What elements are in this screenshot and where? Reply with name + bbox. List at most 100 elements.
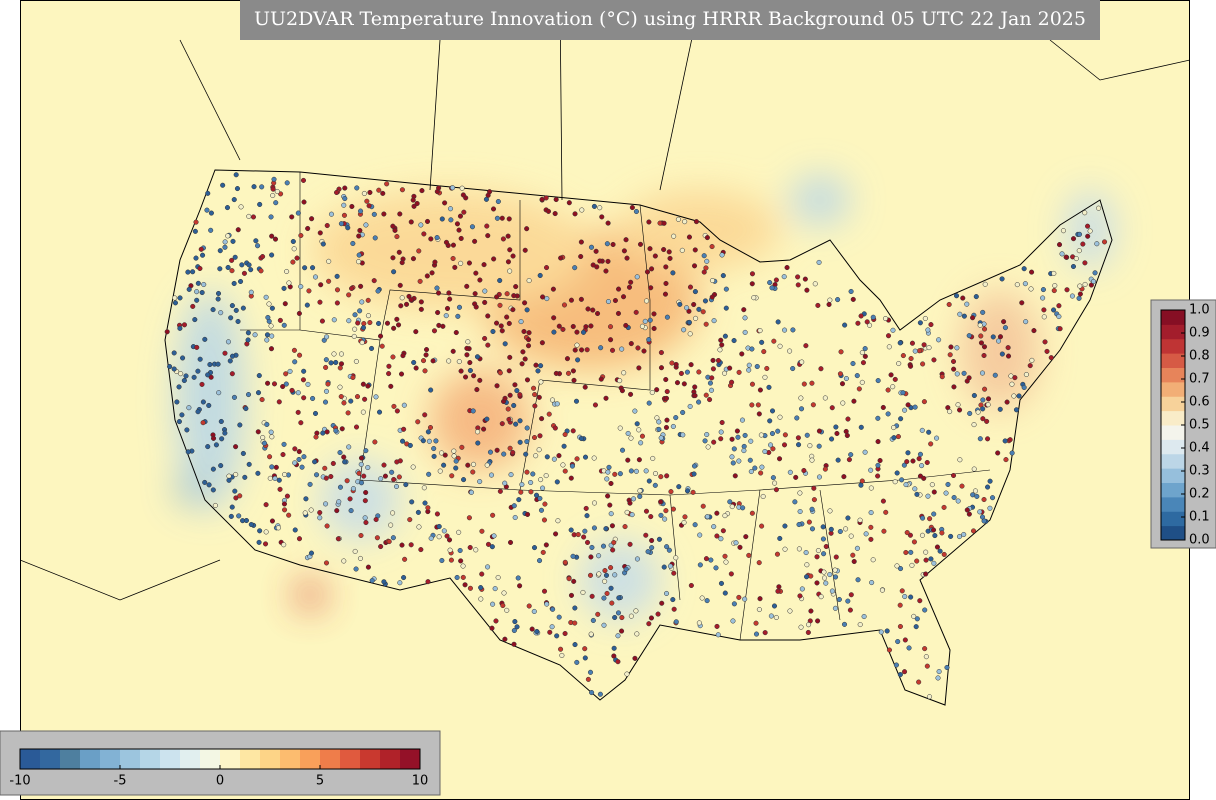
observation-dot bbox=[663, 424, 669, 431]
observation-dot bbox=[632, 408, 638, 414]
observation-dot bbox=[879, 587, 885, 593]
observation-dot bbox=[839, 381, 846, 387]
observation-dot bbox=[932, 533, 938, 539]
observation-dot bbox=[292, 460, 298, 466]
observation-dot bbox=[862, 346, 868, 352]
observation-dot bbox=[397, 580, 403, 586]
observation-dot bbox=[649, 545, 655, 551]
observation-dot bbox=[591, 455, 597, 461]
observation-dot bbox=[900, 390, 906, 396]
observation-dot bbox=[1094, 241, 1100, 247]
observation-dot bbox=[354, 185, 360, 191]
observation-dot bbox=[756, 560, 762, 566]
observation-dot bbox=[281, 441, 287, 447]
observation-dot bbox=[238, 278, 244, 285]
observation-dot bbox=[759, 339, 765, 345]
observation-dot bbox=[702, 298, 708, 304]
observation-dot bbox=[989, 495, 996, 501]
observation-dot bbox=[804, 287, 810, 293]
observation-dot bbox=[804, 432, 810, 438]
observation-dot bbox=[681, 519, 687, 526]
observation-dot bbox=[376, 409, 383, 415]
observation-dot bbox=[447, 296, 453, 302]
observation-dot bbox=[467, 367, 473, 374]
observation-dot bbox=[815, 618, 821, 624]
observation-dot bbox=[218, 418, 224, 425]
observation-dot bbox=[286, 512, 292, 518]
observation-dot bbox=[729, 436, 735, 442]
observation-dot bbox=[236, 513, 242, 519]
observation-dot bbox=[472, 291, 478, 297]
observation-dot bbox=[231, 197, 237, 203]
observation-dot bbox=[425, 579, 431, 585]
observation-dot bbox=[207, 361, 213, 368]
observation-dot bbox=[582, 655, 588, 661]
observation-dot bbox=[237, 422, 243, 428]
observation-dot bbox=[704, 514, 710, 520]
observation-dot bbox=[485, 313, 491, 319]
observation-dot bbox=[977, 322, 983, 328]
observation-dot bbox=[663, 280, 669, 287]
observation-dot bbox=[888, 372, 894, 378]
observation-dot bbox=[905, 450, 911, 456]
observation-dot bbox=[350, 240, 356, 247]
observation-dot bbox=[456, 529, 462, 535]
observation-dot bbox=[518, 319, 524, 325]
observation-dot bbox=[919, 532, 926, 538]
observation-dot bbox=[598, 376, 604, 382]
observation-dot bbox=[399, 187, 405, 193]
observation-dot bbox=[447, 206, 454, 212]
observation-dot bbox=[651, 311, 657, 317]
observation-dot bbox=[950, 358, 957, 365]
observation-dot bbox=[363, 519, 369, 526]
observation-dot bbox=[482, 288, 488, 294]
observation-dot bbox=[517, 439, 523, 445]
observation-dot bbox=[456, 358, 462, 365]
observation-dot bbox=[770, 475, 776, 481]
observation-dot bbox=[612, 572, 618, 578]
observation-dot bbox=[449, 473, 455, 479]
observation-dot bbox=[334, 273, 340, 279]
observation-dot bbox=[552, 211, 558, 217]
observation-dot bbox=[714, 533, 720, 539]
observation-dot bbox=[533, 492, 540, 498]
observation-dot bbox=[850, 360, 856, 367]
observation-dot bbox=[500, 602, 506, 609]
observation-dot bbox=[719, 252, 725, 258]
observation-dot bbox=[739, 417, 746, 423]
observation-dot bbox=[605, 493, 611, 499]
observation-dot bbox=[417, 278, 423, 284]
observation-dot bbox=[323, 364, 329, 371]
observation-dot bbox=[572, 642, 578, 648]
observation-dot bbox=[317, 515, 323, 521]
observation-dot bbox=[494, 215, 500, 221]
observation-dot bbox=[296, 310, 302, 316]
observation-dot bbox=[558, 255, 564, 261]
observation-dot bbox=[210, 307, 216, 313]
observation-dot bbox=[270, 186, 276, 192]
observation-dot bbox=[458, 368, 464, 374]
observation-dot bbox=[1070, 236, 1077, 242]
observation-dot bbox=[194, 344, 200, 350]
observation-dot bbox=[400, 438, 406, 444]
observation-dot bbox=[381, 579, 387, 585]
observation-dot bbox=[703, 265, 709, 271]
observation-dot bbox=[858, 424, 864, 430]
observation-dot bbox=[656, 536, 662, 542]
observation-dot bbox=[1064, 287, 1070, 293]
observation-dot bbox=[477, 478, 483, 485]
observation-dot bbox=[195, 280, 201, 286]
observation-dot bbox=[177, 325, 183, 331]
observation-dot bbox=[320, 241, 326, 247]
observation-dot bbox=[985, 402, 991, 408]
observation-dot bbox=[341, 558, 347, 564]
observation-dot bbox=[1028, 286, 1034, 292]
observation-dot bbox=[227, 358, 233, 364]
observation-dot bbox=[891, 435, 897, 441]
observation-dot bbox=[540, 485, 546, 491]
observation-dot bbox=[345, 410, 351, 416]
observation-dot bbox=[590, 307, 596, 313]
observation-dot bbox=[646, 478, 652, 484]
observation-dot bbox=[583, 324, 589, 330]
observation-dot bbox=[809, 506, 815, 512]
